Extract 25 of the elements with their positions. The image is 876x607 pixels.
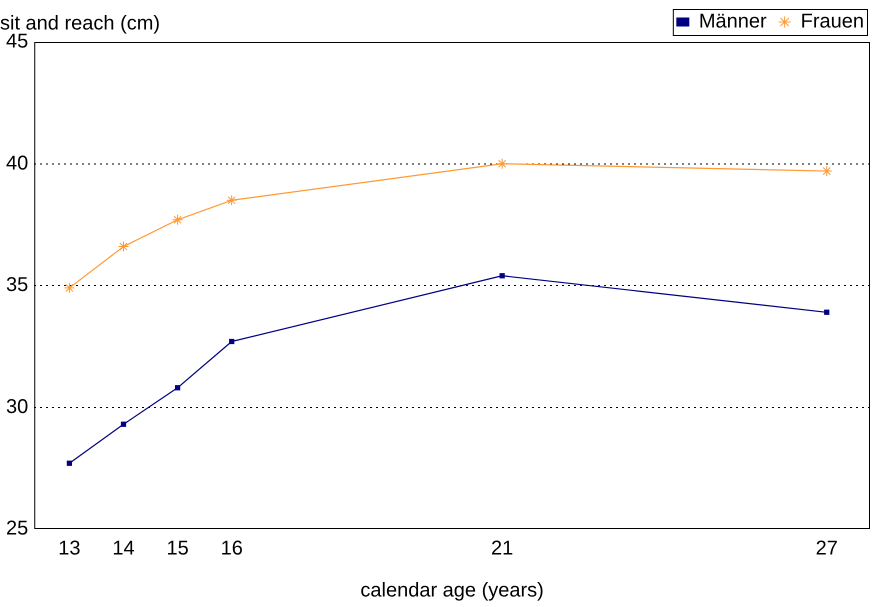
y-tick-label: 35: [6, 274, 28, 296]
x-tick-label: 13: [58, 538, 81, 560]
x-axis-title: calendar age (years): [360, 580, 544, 602]
point: [821, 166, 832, 177]
point: [66, 460, 72, 466]
y-tick-label: 25: [6, 518, 28, 540]
point: [172, 214, 184, 226]
point: [496, 158, 508, 170]
legend-label: Männer: [698, 10, 767, 33]
x-tick-label: 16: [220, 538, 243, 560]
point: [226, 194, 238, 206]
point: [824, 310, 830, 315]
point: [120, 422, 126, 427]
x-tick-label: 21: [491, 538, 514, 560]
legend-label: Frauen: [800, 10, 864, 33]
x-tick-label: 14: [112, 538, 135, 560]
point: [500, 273, 505, 278]
y-tick-label: 40: [6, 152, 28, 174]
x-tick-label: 15: [166, 538, 189, 560]
y-tick-label: 30: [6, 396, 28, 418]
x-tick-label: 27: [816, 538, 838, 560]
point: [229, 338, 234, 344]
point: [174, 385, 180, 390]
point: [118, 241, 129, 252]
point: [64, 282, 75, 294]
